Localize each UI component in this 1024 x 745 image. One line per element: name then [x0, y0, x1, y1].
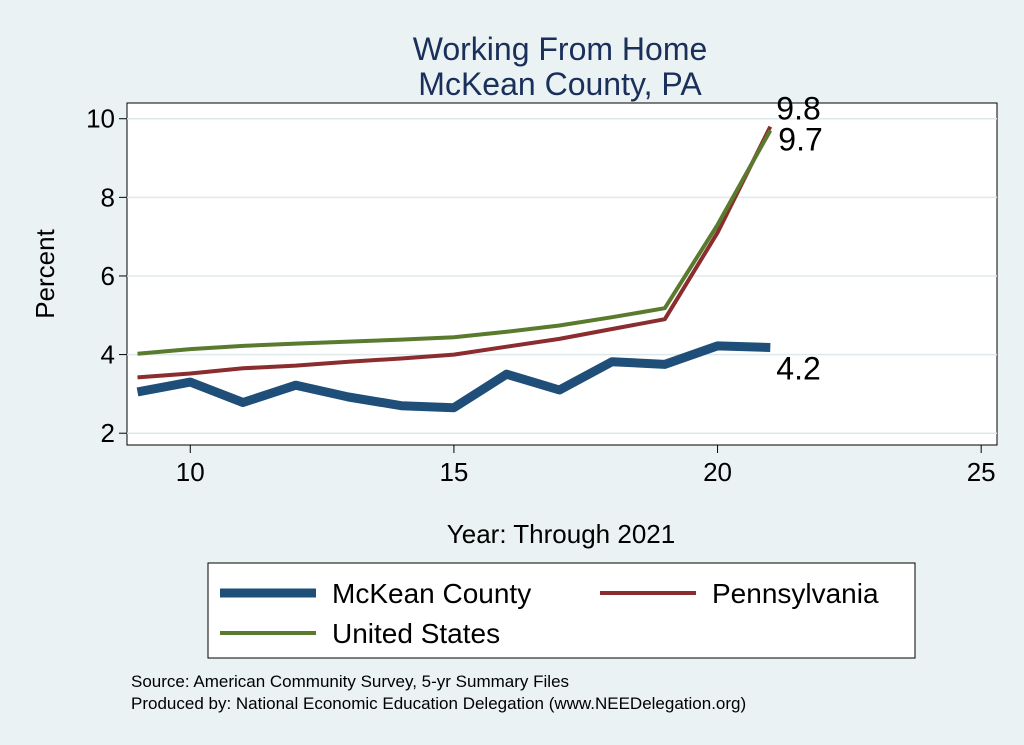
- x-tick-label: 25: [967, 457, 996, 487]
- x-axis-ticks: 10 15 20 25: [176, 445, 996, 487]
- legend-label-pennsylvania: Pennsylvania: [712, 578, 879, 609]
- x-tick-label: 15: [439, 457, 468, 487]
- x-axis-label: Year: Through 2021: [447, 519, 675, 549]
- end-label-pennsylvania: 9.8: [776, 91, 820, 127]
- legend: McKean County Pennsylvania United States: [220, 578, 879, 649]
- series-line-pennsylvania: [137, 125, 773, 380]
- y-tick-label: 4: [101, 340, 115, 370]
- y-tick-label: 10: [86, 104, 115, 134]
- y-axis-ticks: 2 4 6 8 10: [86, 104, 127, 448]
- end-labels: 4.2 9.89.7: [776, 91, 822, 387]
- grid: [127, 117, 997, 434]
- x-tick-label: 20: [703, 457, 732, 487]
- end-label-united-states: 9.7: [778, 122, 822, 158]
- y-tick-label: 8: [101, 182, 115, 212]
- series-lines: [136, 125, 773, 413]
- end-label-mckean-county: 4.2: [776, 351, 820, 387]
- y-axis-label: Percent: [30, 228, 60, 318]
- x-tick-label: 10: [176, 457, 205, 487]
- source-note: Source: American Community Survey, 5-yr …: [131, 672, 569, 691]
- series-line-mckean-county: [136, 341, 771, 413]
- series-line-united-states: [137, 129, 773, 356]
- legend-label-mckean-county: McKean County: [332, 578, 531, 609]
- y-tick-label: 2: [101, 418, 115, 448]
- legend-label-united-states: United States: [332, 618, 500, 649]
- chart-title: Working From Home: [413, 31, 708, 67]
- chart-subtitle: McKean County, PA: [418, 66, 702, 102]
- legend-box: [207, 562, 916, 659]
- y-tick-label: 6: [101, 261, 115, 291]
- producer-note: Produced by: National Economic Education…: [131, 694, 746, 713]
